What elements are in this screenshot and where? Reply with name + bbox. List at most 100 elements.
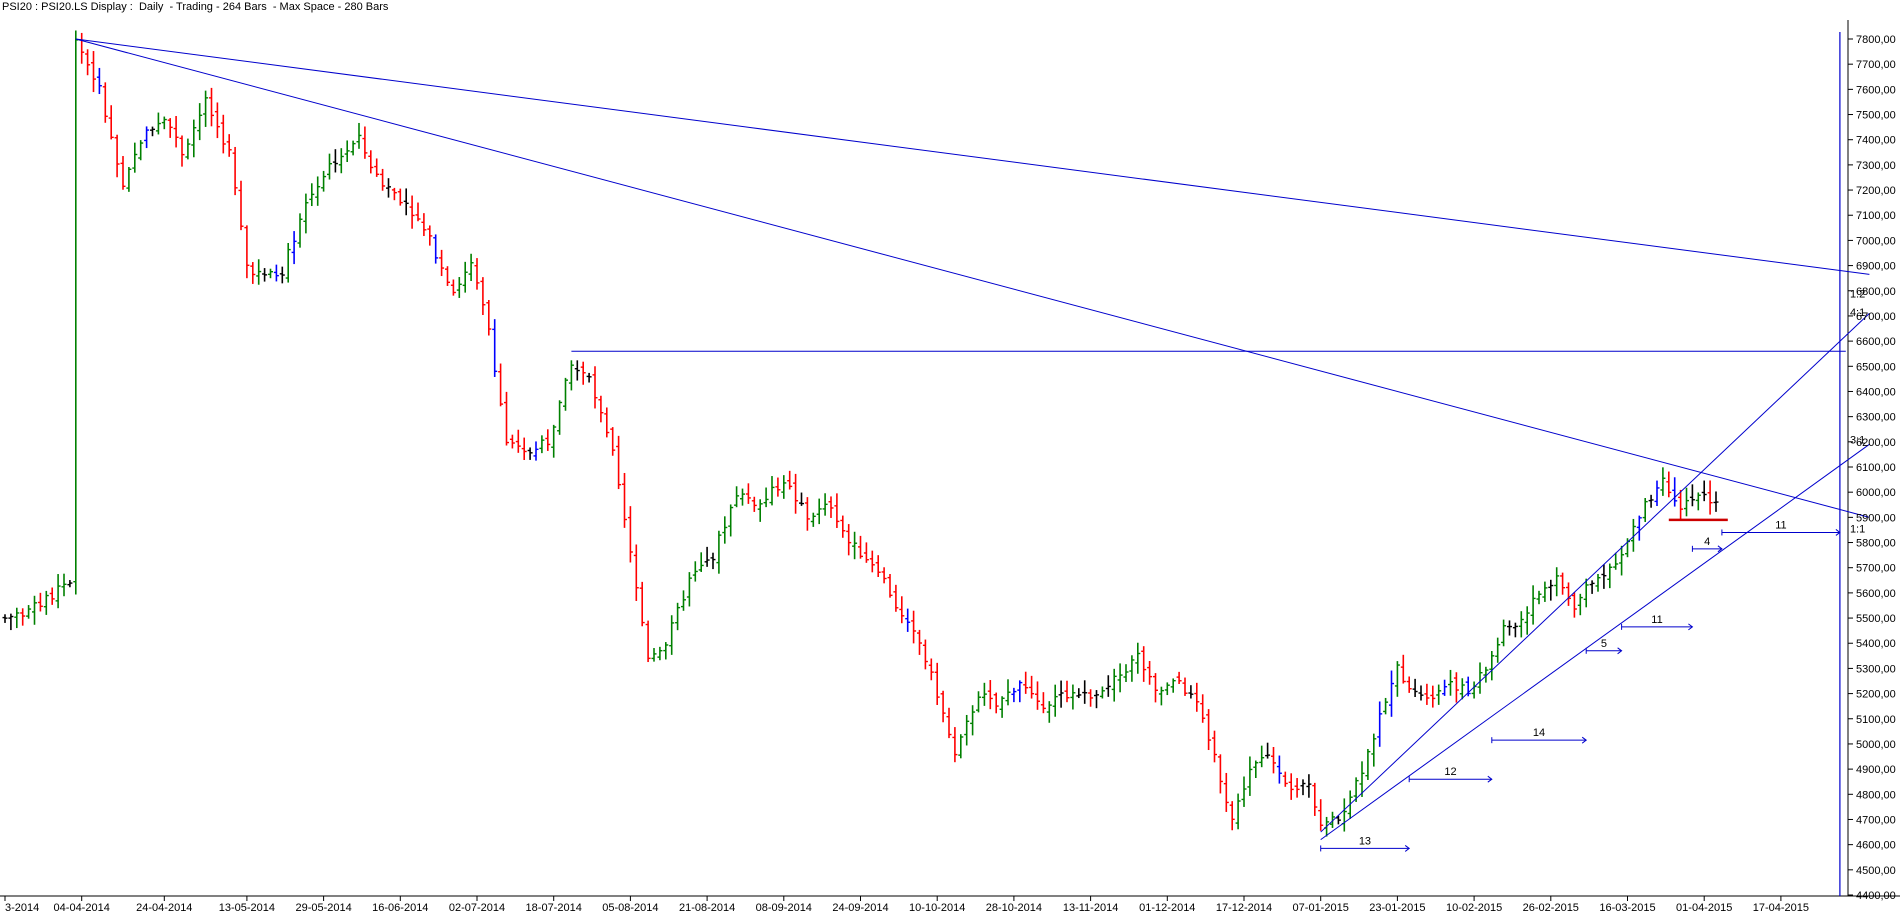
price-bar bbox=[563, 377, 568, 411]
price-bar bbox=[1601, 564, 1607, 589]
price-bar bbox=[1017, 680, 1023, 703]
price-bar bbox=[126, 166, 132, 192]
price-bar bbox=[214, 102, 220, 139]
price-bar bbox=[161, 116, 167, 130]
price-bar bbox=[557, 400, 563, 435]
price-bar bbox=[728, 504, 734, 537]
price-bar bbox=[917, 629, 922, 655]
y-tick-label: 7000,00 bbox=[1856, 235, 1896, 247]
trendline bbox=[75, 38, 1870, 518]
price-bar bbox=[993, 692, 999, 714]
price-bar bbox=[964, 714, 970, 746]
x-tick-label: 21-08-2014 bbox=[679, 902, 735, 914]
count-arrow-head bbox=[1617, 647, 1623, 655]
trendline bbox=[1320, 313, 1870, 833]
price-bar bbox=[651, 648, 657, 662]
price-bar bbox=[928, 658, 934, 681]
price-bar bbox=[645, 620, 651, 663]
count-arrow-head bbox=[1835, 529, 1841, 536]
price-bar bbox=[1200, 694, 1206, 723]
price-bar bbox=[1530, 585, 1536, 625]
price-bar bbox=[970, 705, 976, 736]
price-bar bbox=[958, 734, 964, 759]
price-bar bbox=[1158, 686, 1164, 706]
price-bar bbox=[138, 140, 144, 161]
price-bar bbox=[598, 395, 604, 423]
price-bar bbox=[1111, 668, 1117, 702]
price-bar bbox=[781, 475, 787, 499]
price-bar bbox=[1666, 471, 1672, 498]
price-bar bbox=[1306, 774, 1312, 798]
x-tick-label: 04-04-2014 bbox=[54, 902, 110, 914]
price-bar bbox=[108, 105, 114, 140]
price-bar bbox=[1241, 776, 1247, 807]
price-bar bbox=[179, 135, 185, 167]
price-bar bbox=[73, 30, 79, 595]
x-tick-label: 3-2014 bbox=[5, 902, 39, 914]
count-arrow: 11 bbox=[1621, 614, 1694, 631]
price-bar bbox=[492, 319, 498, 377]
price-bar bbox=[592, 366, 598, 409]
price-bar bbox=[20, 608, 26, 626]
price-bar bbox=[1489, 651, 1495, 681]
y-tick-label: 6100,00 bbox=[1856, 462, 1896, 474]
price-bar bbox=[386, 178, 391, 198]
price-bar bbox=[1029, 675, 1035, 699]
ratio-label: 1:2 bbox=[1850, 288, 1865, 300]
price-bar bbox=[1424, 683, 1430, 705]
x-tick-label: 28-10-2014 bbox=[986, 902, 1042, 914]
ratio-label: 1:1 bbox=[1850, 524, 1865, 536]
y-tick-label: 4600,00 bbox=[1856, 840, 1896, 852]
price-bar bbox=[1394, 661, 1400, 697]
price-bar bbox=[740, 488, 745, 506]
x-tick-label: 17-12-2014 bbox=[1216, 902, 1272, 914]
price-bar bbox=[692, 561, 698, 582]
price-bar bbox=[1554, 567, 1560, 597]
count-arrow-label: 12 bbox=[1444, 766, 1456, 778]
price-bar bbox=[1442, 679, 1448, 696]
price-bar bbox=[1501, 619, 1507, 647]
price-bar bbox=[1182, 677, 1188, 696]
price-bar bbox=[1330, 811, 1335, 828]
y-tick-label: 6900,00 bbox=[1856, 261, 1896, 273]
chart-frame bbox=[0, 20, 1900, 897]
y-tick-label: 5400,00 bbox=[1856, 638, 1896, 650]
price-bar bbox=[1660, 467, 1666, 496]
price-bar bbox=[1684, 487, 1689, 517]
price-bar bbox=[1707, 480, 1713, 515]
y-tick-label: 6500,00 bbox=[1856, 361, 1896, 373]
price-bar bbox=[350, 140, 356, 156]
price-bar bbox=[91, 51, 96, 93]
price-bar bbox=[374, 158, 380, 177]
y-tick-label: 5700,00 bbox=[1856, 563, 1896, 575]
price-bar bbox=[279, 266, 285, 284]
price-bar bbox=[1040, 692, 1046, 714]
count-arrow-head bbox=[1581, 736, 1588, 744]
price-bar bbox=[61, 573, 67, 597]
price-bar bbox=[881, 567, 887, 584]
y-tick-label: 5900,00 bbox=[1856, 512, 1896, 524]
price-bar bbox=[1294, 778, 1300, 798]
x-tick-label: 29-05-2014 bbox=[295, 902, 351, 914]
y-tick-label: 7500,00 bbox=[1856, 110, 1896, 122]
price-bar bbox=[834, 493, 840, 528]
price-bar bbox=[787, 470, 793, 490]
price-bar bbox=[1589, 580, 1595, 594]
price-bar bbox=[1436, 684, 1442, 705]
price-bar bbox=[1607, 563, 1613, 589]
count-arrow-label: 4 bbox=[1704, 536, 1710, 548]
price-bar bbox=[1560, 572, 1566, 595]
price-bar bbox=[545, 429, 551, 451]
price-bar bbox=[1164, 682, 1170, 696]
price-bar bbox=[1005, 679, 1011, 706]
price-bar bbox=[639, 581, 645, 627]
price-bar bbox=[315, 176, 321, 206]
price-bar bbox=[616, 435, 622, 490]
price-bar bbox=[686, 572, 692, 607]
price-bar bbox=[1695, 492, 1701, 511]
price-bar bbox=[468, 253, 474, 281]
price-bar bbox=[43, 590, 49, 615]
price-bar bbox=[1253, 760, 1259, 778]
x-tick-label: 24-09-2014 bbox=[832, 902, 888, 914]
